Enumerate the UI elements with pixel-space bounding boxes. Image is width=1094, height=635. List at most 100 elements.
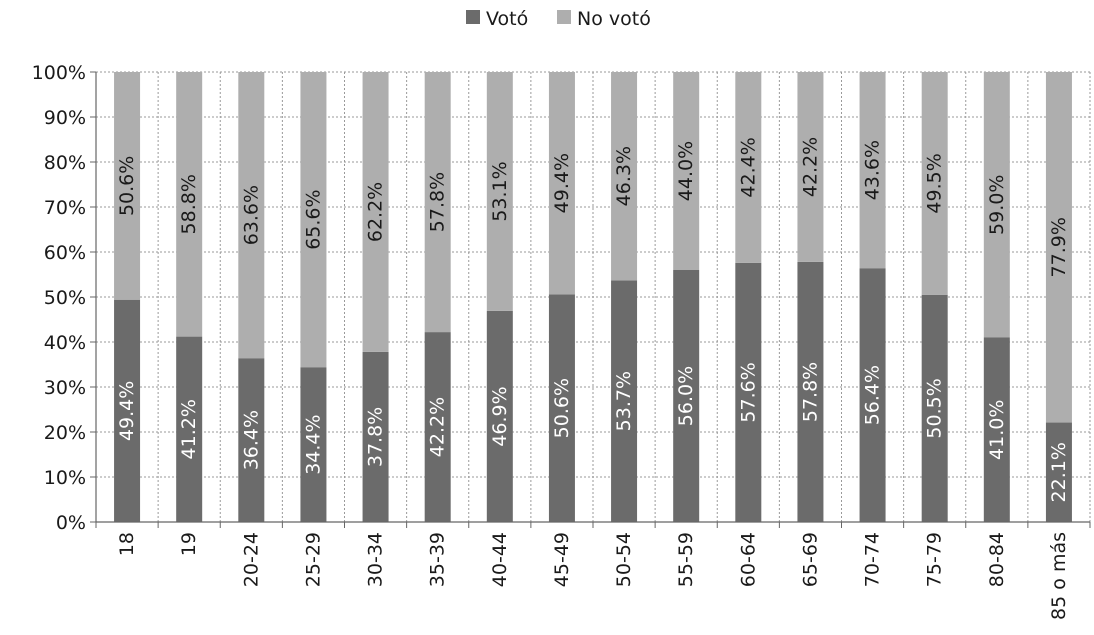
x-tick-label: 45-49	[551, 532, 573, 587]
data-label-voto: 50.5%	[924, 378, 946, 438]
data-label-voto: 42.2%	[427, 397, 449, 457]
bar-no-voto	[611, 72, 638, 281]
bar-no-voto	[300, 72, 327, 368]
x-tick-label: 55-59	[675, 532, 697, 587]
bar-no-voto	[238, 72, 265, 359]
x-tick-label: 80-84	[986, 532, 1008, 587]
bar-no-voto	[673, 72, 700, 270]
bar-no-voto	[735, 72, 762, 263]
legend-swatch-no-voto	[557, 10, 571, 24]
legend-label-voto: Votó	[486, 8, 528, 30]
bar-no-voto	[114, 72, 141, 300]
y-tick-label: 80%	[44, 152, 86, 174]
bar-no-voto	[424, 72, 451, 333]
bar-voto	[300, 367, 327, 522]
bar-no-voto	[548, 72, 575, 295]
x-tick-label: 40-44	[489, 532, 511, 587]
data-labels: 49.4% 50.6% 41.2% 58.8% 36.4% 63.6% 34.4% 65.6%…	[116, 137, 1070, 503]
bar-no-voto	[176, 72, 203, 337]
bar-voto	[673, 270, 700, 522]
y-tick-label: 40%	[44, 332, 86, 354]
data-label-no-voto: 43.6%	[862, 140, 884, 200]
bar-voto	[424, 332, 451, 522]
data-label-no-voto: 44.0%	[675, 141, 697, 201]
y-tick-label: 90%	[44, 107, 86, 129]
bar-no-voto	[486, 72, 513, 311]
y-tick-label: 50%	[44, 287, 86, 309]
bar-no-voto	[797, 72, 824, 262]
y-tick-label: 70%	[44, 197, 86, 219]
data-label-voto: 34.4%	[302, 414, 324, 474]
data-label-no-voto: 59.0%	[986, 175, 1008, 235]
x-tick-label: 35-39	[427, 532, 449, 587]
bar-voto	[797, 261, 824, 522]
y-tick-label: 20%	[44, 422, 86, 444]
data-label-voto: 37.8%	[365, 407, 387, 467]
data-label-voto: 50.6%	[551, 378, 573, 438]
y-tick-label: 0%	[56, 512, 86, 534]
bar-no-voto	[983, 72, 1010, 338]
data-label-no-voto: 49.5%	[924, 153, 946, 213]
data-label-no-voto: 46.3%	[613, 146, 635, 206]
data-label-no-voto: 50.6%	[116, 156, 138, 216]
chart-legend: Votó No votó	[466, 8, 651, 30]
data-label-no-voto: 62.2%	[365, 182, 387, 242]
bar-voto	[611, 280, 638, 522]
x-tick-label: 25-29	[302, 532, 324, 587]
x-tick-label: 19	[178, 532, 200, 556]
data-label-voto: 56.4%	[862, 365, 884, 425]
bar-voto	[735, 262, 762, 522]
x-tick-label: 85 o más	[1048, 532, 1070, 620]
bar-no-voto	[362, 72, 389, 352]
x-tick-label: 18	[116, 532, 138, 556]
x-tick-label: 20-24	[240, 532, 262, 587]
bar-voto	[362, 351, 389, 522]
bar-voto	[859, 268, 886, 522]
legend-label-no-voto: No votó	[577, 8, 651, 30]
data-label-no-voto: 42.2%	[799, 137, 821, 197]
data-label-voto: 41.0%	[986, 400, 1008, 460]
bar-voto	[921, 294, 948, 522]
data-label-voto: 36.4%	[240, 410, 262, 470]
x-tick-label: 30-34	[365, 532, 387, 587]
bar-no-voto	[921, 72, 948, 295]
data-label-voto: 22.1%	[1048, 442, 1070, 502]
data-label-voto: 56.0%	[675, 366, 697, 426]
data-label-no-voto: 65.6%	[302, 189, 324, 249]
data-label-voto: 49.4%	[116, 381, 138, 441]
bar-voto	[1045, 422, 1072, 522]
data-label-no-voto: 63.6%	[240, 185, 262, 245]
x-tick-label: 60-64	[737, 532, 759, 587]
data-label-no-voto: 57.8%	[427, 172, 449, 232]
bar-voto	[548, 294, 575, 522]
legend-swatch-voto	[466, 10, 480, 24]
data-label-voto: 53.7%	[613, 371, 635, 431]
x-axis-ticks: 18 19 20-24 25-29 30-34 35-39 40-44 45-49 50-54 5…	[116, 532, 1070, 620]
data-label-voto: 41.2%	[178, 399, 200, 459]
bar-voto	[486, 310, 513, 522]
data-label-voto: 57.8%	[799, 362, 821, 422]
data-label-no-voto: 42.4%	[737, 137, 759, 197]
bars-group	[114, 72, 1072, 522]
data-label-voto: 57.6%	[737, 362, 759, 422]
x-tick-label: 70-74	[862, 532, 884, 587]
x-tick-label: 75-79	[924, 532, 946, 587]
data-label-voto: 46.9%	[489, 386, 511, 446]
data-label-no-voto: 49.4%	[551, 153, 573, 213]
data-label-no-voto: 53.1%	[489, 161, 511, 221]
y-tick-label: 60%	[44, 242, 86, 264]
y-axis-ticks: 0% 10% 20% 30% 40% 50% 60% 70% 80% 90% 100%	[32, 62, 86, 534]
axes-group	[90, 71, 1091, 528]
y-tick-label: 100%	[32, 62, 86, 84]
bar-voto	[983, 337, 1010, 522]
x-tick-label: 65-69	[799, 532, 821, 587]
y-tick-label: 30%	[44, 377, 86, 399]
bar-voto	[176, 336, 203, 522]
bar-no-voto	[859, 72, 886, 269]
y-tick-label: 10%	[44, 467, 86, 489]
bar-voto	[238, 358, 265, 522]
x-tick-label: 50-54	[613, 532, 635, 587]
data-label-no-voto: 58.8%	[178, 174, 200, 234]
data-label-no-voto: 77.9%	[1048, 217, 1070, 277]
